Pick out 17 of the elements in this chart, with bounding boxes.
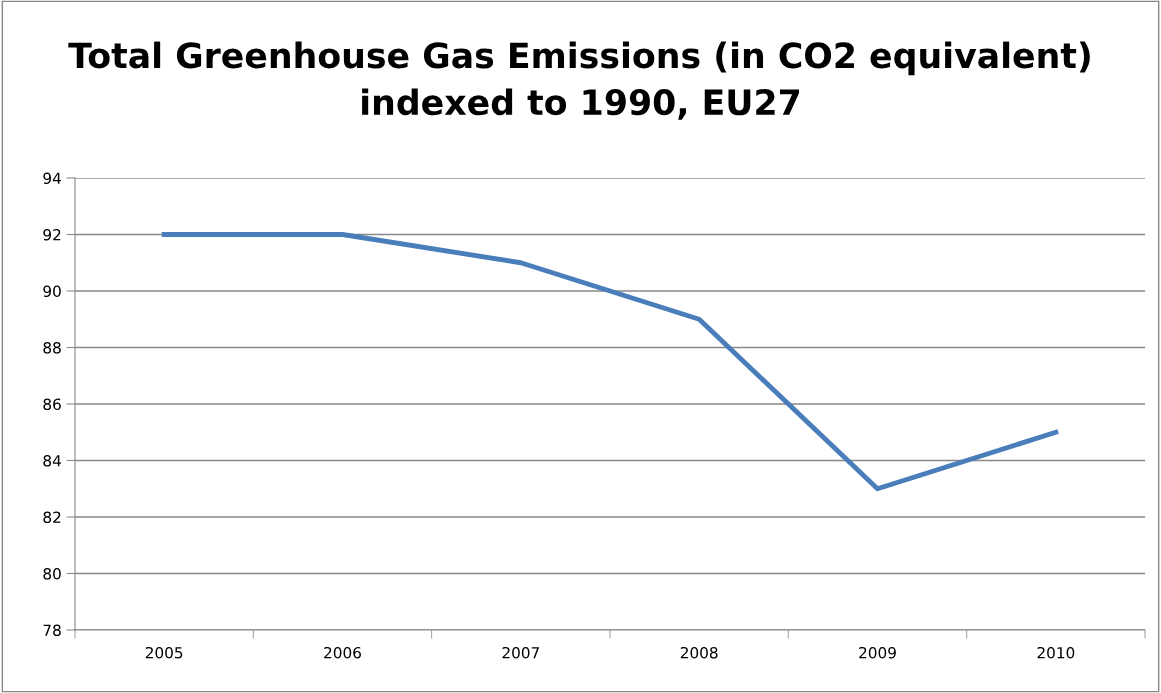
y-tick-label: 78: [43, 624, 61, 637]
x-tick-label: 2009: [859, 646, 896, 659]
y-tick-label: 84: [43, 454, 61, 467]
y-tick-label: 82: [43, 511, 61, 524]
x-tick-label: 2007: [502, 646, 539, 659]
y-tick-label: 92: [43, 228, 61, 241]
x-tick-label: 2005: [145, 646, 183, 659]
chart-title: Total Greenhouse Gas Emissions (in CO2 equivalent) indexed to 1990, EU27: [68, 41, 1090, 120]
y-tick-label: 90: [43, 285, 61, 298]
line-series: [161, 232, 1059, 492]
x-tick-label: 2006: [324, 646, 361, 659]
y-tick-label: 80: [43, 567, 61, 580]
y-tick-label: 86: [43, 398, 61, 411]
x-tick-label: 2008: [680, 646, 718, 659]
x-tick-label: 2010: [1037, 646, 1075, 659]
y-tick-label: 94: [43, 172, 61, 185]
y-tick-label: 88: [43, 341, 61, 354]
